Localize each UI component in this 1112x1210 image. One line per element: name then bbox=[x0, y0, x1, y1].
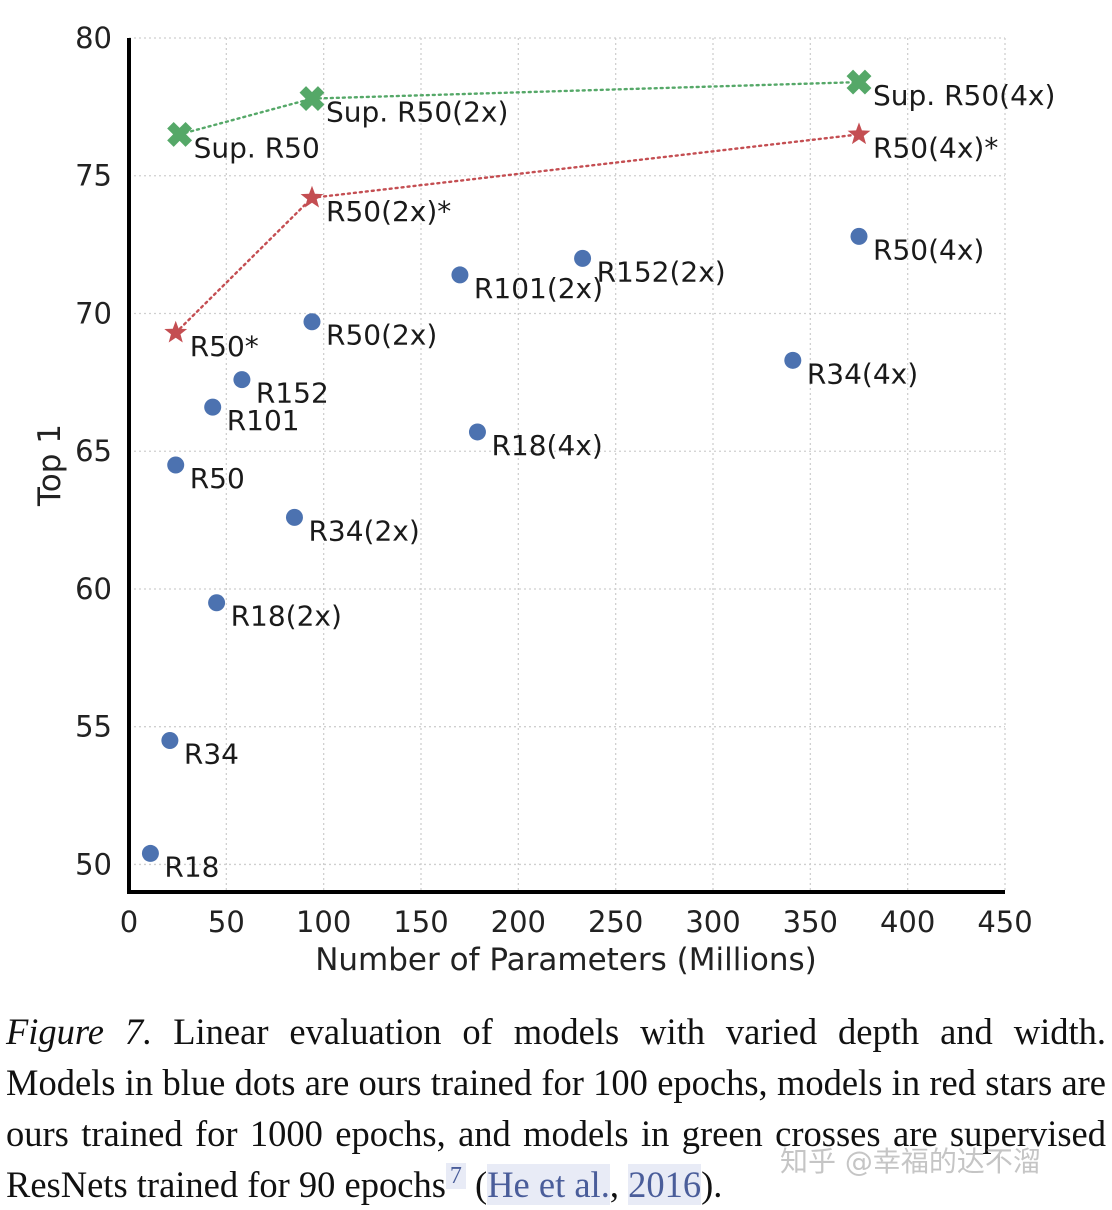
data-label: Sup. R50(2x) bbox=[326, 96, 508, 129]
y-tick-label: 75 bbox=[75, 159, 112, 193]
data-label: R152(2x) bbox=[597, 255, 726, 288]
data-label: R50(4x) bbox=[873, 233, 984, 266]
citation-separator: , bbox=[609, 1164, 629, 1205]
chart-grid bbox=[129, 37, 1006, 892]
data-point-cross bbox=[299, 86, 325, 112]
data-label: R50* bbox=[190, 330, 259, 363]
x-tick-label: 350 bbox=[783, 905, 838, 939]
data-label: R50(2x)* bbox=[326, 195, 451, 228]
x-tick-label: 150 bbox=[393, 905, 448, 939]
data-label: R18(4x) bbox=[491, 429, 602, 462]
footnote-link[interactable]: 7 bbox=[445, 1163, 466, 1189]
data-point-dot bbox=[574, 249, 592, 267]
data-point-dot bbox=[451, 266, 469, 284]
citation-open: ( bbox=[475, 1164, 488, 1205]
y-tick-label: 70 bbox=[75, 296, 112, 330]
figure-caption: Figure 7. Linear evaluation of models wi… bbox=[6, 1006, 1106, 1210]
x-tick-label: 450 bbox=[977, 905, 1032, 939]
data-label: R152 bbox=[256, 377, 329, 410]
chart-axes bbox=[127, 38, 1005, 894]
data-label: R34 bbox=[184, 737, 239, 770]
data-point-dot bbox=[468, 423, 486, 441]
data-label: R101 bbox=[227, 404, 300, 437]
data-point-dot bbox=[208, 594, 226, 612]
data-point-dot bbox=[204, 398, 222, 416]
data-label: R50(4x)* bbox=[873, 131, 998, 164]
data-label: R18 bbox=[164, 850, 219, 883]
data-label: R50(2x) bbox=[326, 319, 437, 352]
data-point-star bbox=[847, 122, 871, 145]
y-tick-label: 50 bbox=[75, 847, 112, 881]
x-tick-label: 250 bbox=[588, 905, 643, 939]
citation-year-link[interactable]: 2016 bbox=[628, 1164, 702, 1205]
data-point-star bbox=[300, 185, 324, 208]
x-tick-label: 50 bbox=[208, 905, 245, 939]
y-tick-label: 80 bbox=[75, 21, 112, 55]
y-tick-label: 60 bbox=[75, 572, 112, 606]
data-point-dot bbox=[303, 313, 321, 331]
data-point-cross bbox=[846, 69, 872, 95]
x-tick-label: 200 bbox=[491, 905, 546, 939]
data-point-star bbox=[164, 320, 188, 343]
data-label: R101(2x) bbox=[474, 272, 603, 305]
x-tick-label: 0 bbox=[120, 905, 138, 939]
data-label: Sup. R50(4x) bbox=[873, 79, 1055, 112]
figure-label: Figure 7. bbox=[6, 1011, 153, 1052]
data-marks bbox=[141, 69, 872, 862]
data-point-dot bbox=[850, 227, 868, 245]
data-point-dot bbox=[784, 351, 802, 369]
caption-text: Linear evaluation of models with varied … bbox=[6, 1011, 1106, 1205]
citation-close: ). bbox=[701, 1164, 723, 1205]
y-tick-label: 65 bbox=[75, 434, 112, 468]
data-label: R50 bbox=[190, 462, 245, 495]
data-point-dot bbox=[285, 508, 303, 526]
data-label: Sup. R50 bbox=[194, 131, 320, 164]
x-tick-label: 100 bbox=[296, 905, 351, 939]
data-point-dot bbox=[141, 844, 159, 862]
data-point-dot bbox=[233, 371, 251, 389]
y-axis-label: Top 1 bbox=[32, 424, 68, 507]
data-label: R34(2x) bbox=[308, 514, 419, 547]
data-point-dot bbox=[167, 456, 185, 474]
data-point-dot bbox=[161, 731, 179, 749]
data-label: R34(4x) bbox=[807, 357, 918, 390]
y-tick-label: 55 bbox=[75, 710, 112, 744]
tick-labels: 0 50 100 150 200 250 300 350 400 4505055606570758… bbox=[75, 21, 1033, 939]
series-line bbox=[178, 80, 861, 136]
x-tick-label: 400 bbox=[880, 905, 935, 939]
data-label: R18(2x) bbox=[231, 600, 342, 633]
citation-authors-link[interactable]: He et al. bbox=[487, 1164, 610, 1205]
x-axis-label: Number of Parameters (Millions) bbox=[315, 942, 817, 978]
x-tick-label: 300 bbox=[685, 905, 740, 939]
data-point-cross bbox=[167, 121, 193, 147]
